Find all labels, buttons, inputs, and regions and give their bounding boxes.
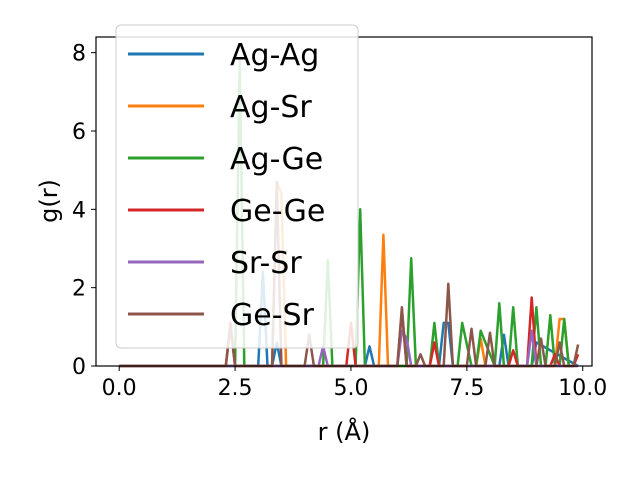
legend-entries: Ag-Ag Ag-Sr Ag-Ge Ge-Ge Sr-Sr Ge-Sr (128, 38, 325, 333)
x-tick-label: 0.0 (102, 376, 137, 401)
x-tick-label: 10.0 (558, 376, 607, 401)
legend-label-ge-sr: Ge-Sr (230, 298, 315, 333)
legend: Ag-Ag Ag-Sr Ag-Ge Ge-Ge Sr-Sr Ge-Sr (115, 24, 359, 349)
x-tick-label: 2.5 (218, 376, 253, 401)
x-tick-label: 5.0 (333, 376, 368, 401)
legend-label-ag-sr: Ag-Sr (230, 90, 312, 125)
y-tick-label: 8 (72, 42, 86, 67)
y-axis-ticks: 0 2 4 6 8 (72, 42, 96, 380)
y-tick-label: 4 (72, 198, 86, 223)
y-tick-label: 6 (72, 120, 86, 145)
x-tick-label: 7.5 (449, 376, 484, 401)
x-axis-label: r (Å) (318, 417, 371, 446)
legend-label-ag-ge: Ag-Ge (230, 142, 323, 177)
y-axis-label: g(r) (35, 179, 63, 223)
y-tick-label: 0 (72, 355, 86, 380)
legend-label-ag-ag: Ag-Ag (230, 38, 319, 73)
x-axis-ticks: 0.0 2.5 5.0 7.5 10.0 (102, 366, 607, 401)
y-tick-label: 2 (72, 277, 86, 302)
legend-label-ge-ge: Ge-Ge (230, 194, 325, 229)
legend-label-sr-sr: Sr-Sr (230, 246, 302, 281)
